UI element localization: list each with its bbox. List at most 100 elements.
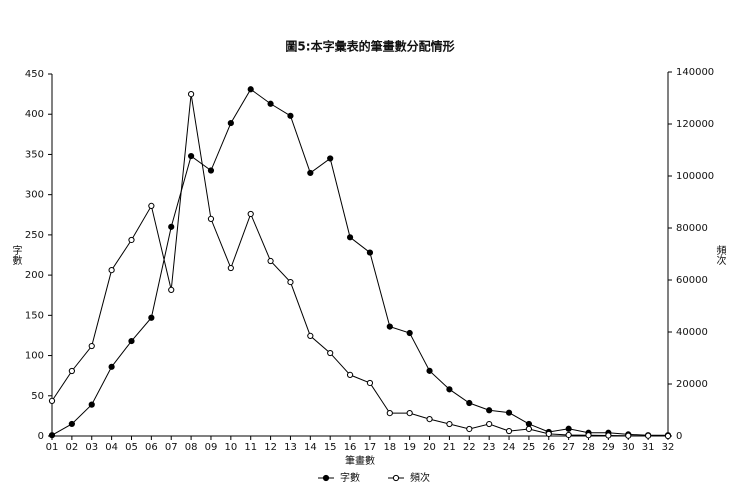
data-point bbox=[446, 386, 453, 393]
data-point bbox=[247, 86, 254, 93]
data-point bbox=[128, 236, 135, 244]
y-tick-label: 200 bbox=[25, 270, 44, 281]
y-tick-label: 100 bbox=[25, 351, 44, 362]
data-point bbox=[307, 332, 314, 339]
data-point bbox=[426, 367, 433, 374]
x-tick-label: 12 bbox=[264, 442, 277, 453]
data-point bbox=[366, 379, 374, 387]
x-tick-label: 05 bbox=[125, 442, 138, 453]
x-tick-label: 13 bbox=[284, 442, 297, 453]
legend-marker bbox=[392, 474, 400, 482]
data-point bbox=[287, 112, 294, 119]
y2-tick-label: 140000 bbox=[676, 67, 714, 78]
data-point bbox=[505, 427, 513, 435]
data-point bbox=[565, 431, 572, 439]
x-tick-label: 21 bbox=[443, 442, 456, 453]
x-tick-label: 28 bbox=[582, 442, 595, 453]
y-tick-label: 0 bbox=[38, 431, 44, 442]
y-tick-label: 150 bbox=[25, 310, 44, 321]
x-tick-label: 15 bbox=[324, 442, 337, 453]
data-point bbox=[406, 329, 413, 337]
data-point bbox=[625, 432, 632, 439]
data-point bbox=[168, 223, 175, 230]
x-tick-label: 04 bbox=[105, 442, 118, 453]
y2-tick-label: 100000 bbox=[676, 171, 714, 182]
data-point bbox=[327, 349, 334, 357]
data-point bbox=[227, 264, 234, 272]
data-point bbox=[267, 100, 274, 107]
data-point bbox=[48, 397, 56, 404]
y2-tick-label: 20000 bbox=[676, 379, 708, 390]
x-tick-label: 26 bbox=[542, 442, 555, 453]
legend-marker bbox=[322, 474, 330, 482]
data-point bbox=[227, 119, 234, 127]
data-point bbox=[88, 342, 95, 350]
data-point bbox=[108, 363, 115, 370]
data-point bbox=[466, 425, 473, 433]
data-point bbox=[585, 432, 592, 439]
data-point bbox=[386, 323, 393, 330]
x-tick-label: 29 bbox=[602, 442, 615, 453]
x-tick-label: 07 bbox=[165, 442, 178, 453]
data-point bbox=[187, 152, 195, 160]
y-tick-label: 250 bbox=[25, 230, 44, 241]
data-point bbox=[486, 407, 493, 414]
data-point bbox=[108, 267, 115, 274]
x-tick-label: 14 bbox=[304, 442, 317, 453]
x-tick-label: 03 bbox=[85, 442, 98, 453]
data-point bbox=[386, 410, 393, 417]
x-tick-label: 17 bbox=[364, 442, 377, 453]
x-tick-label: 24 bbox=[503, 442, 516, 453]
data-point bbox=[148, 202, 155, 209]
y-tick-label: 450 bbox=[25, 69, 44, 80]
x-axis-label: 筆畫數 bbox=[345, 454, 375, 467]
y2-tick-label: 120000 bbox=[676, 119, 714, 130]
x-tick-label: 32 bbox=[662, 442, 675, 453]
data-point bbox=[327, 155, 334, 162]
x-tick-label: 16 bbox=[344, 442, 357, 453]
data-point bbox=[645, 432, 652, 439]
data-point bbox=[505, 409, 513, 416]
x-tick-label: 25 bbox=[523, 442, 536, 453]
data-point bbox=[207, 167, 215, 174]
x-tick-label: 23 bbox=[483, 442, 496, 453]
x-tick-label: 09 bbox=[205, 442, 218, 453]
series-line bbox=[51, 94, 669, 437]
legend-label: 頻次 bbox=[410, 471, 430, 484]
y2-tick-label: 60000 bbox=[676, 275, 708, 286]
x-tick-label: 27 bbox=[562, 442, 575, 453]
data-point bbox=[565, 425, 572, 432]
data-point bbox=[128, 337, 135, 345]
x-tick-label: 11 bbox=[244, 442, 257, 453]
y2-axis-label: 頻次 bbox=[714, 244, 726, 266]
data-point bbox=[525, 425, 533, 433]
data-point bbox=[446, 420, 453, 428]
data-point bbox=[207, 215, 215, 222]
x-tick-label: 01 bbox=[46, 442, 59, 453]
x-tick-label: 08 bbox=[185, 442, 198, 453]
data-point bbox=[287, 278, 294, 286]
data-point bbox=[486, 420, 493, 428]
data-point bbox=[346, 371, 354, 378]
y2-tick-label: 0 bbox=[676, 431, 682, 442]
x-tick-label: 19 bbox=[403, 442, 416, 453]
data-point bbox=[267, 257, 274, 265]
y-tick-label: 50 bbox=[31, 391, 44, 402]
data-point bbox=[68, 420, 75, 428]
legend-label: 字數 bbox=[340, 471, 360, 484]
data-point bbox=[48, 432, 56, 439]
y-tick-label: 300 bbox=[25, 190, 44, 201]
data-point bbox=[88, 401, 95, 408]
data-point bbox=[68, 367, 75, 375]
x-tick-label: 18 bbox=[383, 442, 396, 453]
chart-title: 圖5:本字彙表的筆畫數分配情形 bbox=[285, 39, 454, 54]
data-point bbox=[346, 234, 354, 241]
x-tick-label: 06 bbox=[145, 442, 158, 453]
x-tick-label: 22 bbox=[463, 442, 476, 453]
data-point bbox=[307, 169, 314, 177]
data-point bbox=[545, 430, 552, 438]
data-point bbox=[366, 249, 374, 256]
x-tick-label: 30 bbox=[622, 442, 635, 453]
